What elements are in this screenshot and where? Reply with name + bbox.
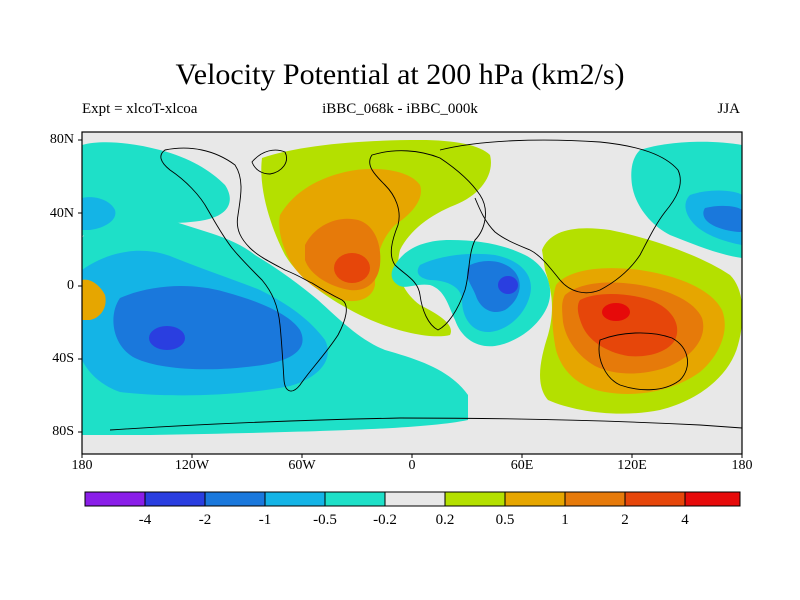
contour-neg-2-pacific xyxy=(149,326,185,350)
greenland-coastline xyxy=(251,149,287,175)
lon-tick-60w: 60W xyxy=(288,458,316,473)
colorbar-label-2: -2 xyxy=(198,512,212,528)
colorbar-swatch-2 xyxy=(145,492,205,506)
colorbar-label-9: 2 xyxy=(621,512,629,528)
colorbar-swatch-11 xyxy=(685,492,740,506)
colorbar-swatch-9 xyxy=(565,492,625,506)
colorbar-label-4: -0.5 xyxy=(313,512,337,528)
colorbar-swatch-10 xyxy=(625,492,685,506)
coastlines xyxy=(109,139,742,431)
colorbar-label-7: 0.5 xyxy=(495,512,515,528)
contour-neg-1-africa xyxy=(466,260,520,313)
contour-neg-0.5-westpacific xyxy=(82,197,116,230)
experiment-label: Expt = xlcoT-xlcoa xyxy=(82,101,198,117)
americas-coastline xyxy=(160,147,347,392)
difference-label: iBBC_068k - iBBC_000k xyxy=(322,101,478,117)
velocity-potential-field xyxy=(82,132,742,454)
colorbar-swatch-1 xyxy=(85,492,145,506)
contour-neg-2-africa xyxy=(498,276,518,294)
colorbar-label-5: -0.2 xyxy=(373,512,397,528)
lon-tick-0: 0 xyxy=(408,458,416,473)
contour-pos-4-maritime xyxy=(602,303,630,321)
axis-ticks xyxy=(78,139,743,458)
colorbar-swatch-3 xyxy=(205,492,265,506)
colorbar-label-3: -1 xyxy=(258,512,272,528)
lat-tick-80n: 80N xyxy=(49,132,74,147)
colorbar-swatch-8 xyxy=(505,492,565,506)
lon-tick-60e: 60E xyxy=(510,458,534,473)
season-label: JJA xyxy=(717,101,740,117)
map-title: Velocity Potential at 200 hPa (km2/s) xyxy=(175,58,625,91)
australia-coastline xyxy=(598,332,688,391)
contour-pos-2-atlantic xyxy=(334,253,370,283)
colorbar-label-8: 1 xyxy=(561,512,569,528)
colorbar-swatch-5 xyxy=(325,492,385,506)
colorbar-label-1: -4 xyxy=(138,512,152,528)
europe-africa-coastline xyxy=(369,150,486,331)
contour-pos-0.5-dateline xyxy=(82,279,106,320)
contour-neg-0.2-northamerica xyxy=(82,142,230,236)
colorbar-swatch-7 xyxy=(445,492,505,506)
colorbar xyxy=(84,491,741,507)
contour-neg-1-northpacific xyxy=(703,205,742,232)
asia-coastline xyxy=(439,139,681,294)
lon-tick-120e: 120E xyxy=(617,458,647,473)
colorbar-frame xyxy=(84,491,741,507)
colorbar-label-6: 0.2 xyxy=(435,512,455,528)
lat-tick-80s: 80S xyxy=(52,424,74,439)
antarctica-coastline xyxy=(109,417,742,431)
lon-tick-180w: 180 xyxy=(71,458,93,473)
colorbar-swatch-4 xyxy=(265,492,325,506)
colorbar-label-10: 4 xyxy=(681,512,689,528)
lon-tick-120w: 120W xyxy=(174,458,210,473)
lat-tick-0: 0 xyxy=(67,278,74,293)
lon-tick-180e: 180 xyxy=(731,458,753,473)
lat-tick-40s: 40S xyxy=(52,351,74,366)
colorbar-swatch-6 xyxy=(385,492,445,506)
lat-tick-40n: 40N xyxy=(49,206,74,221)
